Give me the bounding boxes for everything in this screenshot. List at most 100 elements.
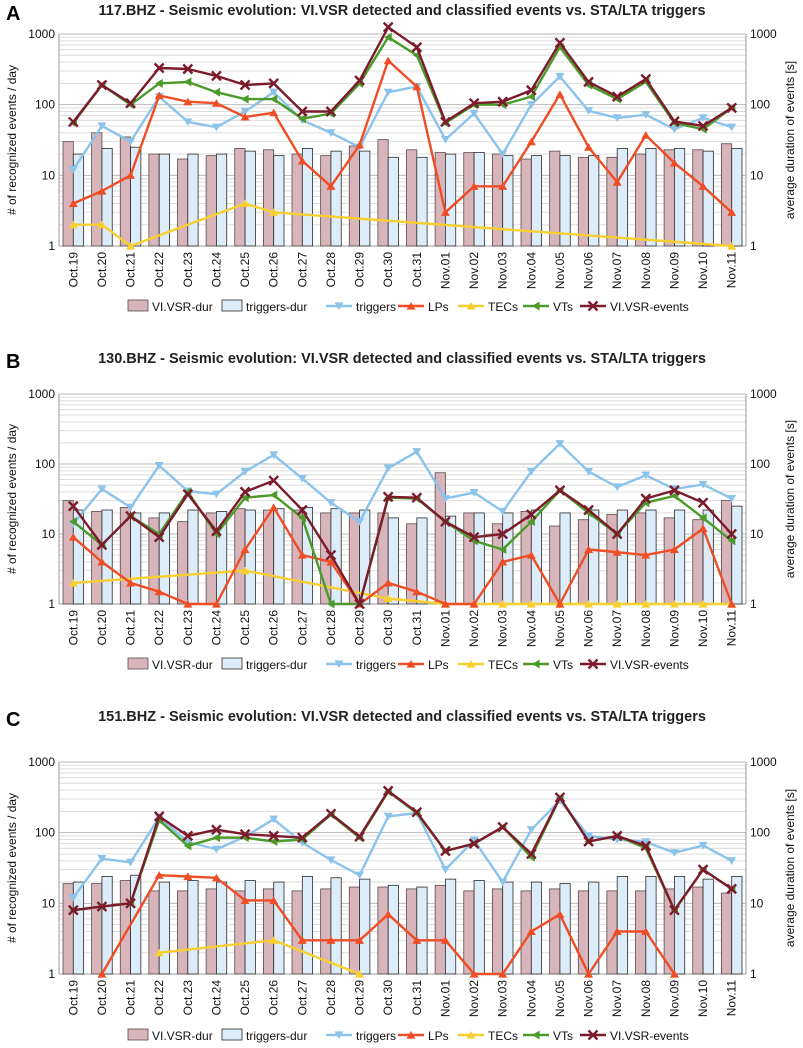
- y-tick-label-left: 100: [35, 98, 55, 112]
- x-tick-label: Oct.26: [267, 980, 281, 1016]
- point-vlvsr-events: [182, 488, 194, 500]
- point-vts: [727, 536, 736, 546]
- bar-triggers-dur: [244, 150, 256, 247]
- bar-vlvsr-dur: [549, 525, 561, 605]
- y-axis-title-right: average duration of events [s]: [783, 789, 797, 947]
- bar-vlvsr-dur: [720, 143, 733, 247]
- point-lps: [355, 140, 365, 149]
- bar-triggers-dur: [588, 155, 600, 247]
- point-triggers: [97, 122, 107, 130]
- x-tick-label: Oct.21: [124, 610, 138, 646]
- bar-triggers-dur: [702, 878, 714, 975]
- point-vlvsr-events: [468, 531, 480, 543]
- legend-label: TECs: [488, 658, 518, 672]
- point-triggers: [498, 150, 508, 159]
- point-tecs: [526, 599, 536, 608]
- point-triggers: [641, 838, 651, 846]
- bar-vlvsr-dur: [463, 152, 475, 247]
- chart-panel-b: B 130.BHZ - Seismic evolution: VI.VSR det…: [5, 351, 797, 672]
- point-lps: [211, 99, 221, 107]
- point-vlvsr-events: [211, 70, 222, 82]
- point-vts: [241, 493, 249, 503]
- point-tecs: [269, 936, 279, 944]
- series-vlvsr-events: [67, 475, 738, 610]
- x-tick-label: Oct.20: [95, 610, 109, 646]
- bar-vlvsr-dur: [520, 158, 532, 247]
- x-tick-label: Nov.01: [438, 980, 452, 1017]
- x-tick-label: Oct.24: [209, 610, 223, 646]
- point-vlvsr-events: [411, 492, 423, 504]
- point-lps: [269, 896, 279, 905]
- bar-vlvsr-dur: [262, 149, 275, 247]
- point-lps: [669, 969, 679, 978]
- point-lps: [440, 936, 450, 944]
- bar-vlvsr-dur: [491, 153, 504, 247]
- point-lps: [669, 158, 679, 167]
- point-vlvsr-events: [296, 504, 308, 516]
- point-lps: [154, 871, 164, 879]
- point-vlvsr-events: [125, 510, 136, 522]
- point-lps: [498, 182, 508, 190]
- point-triggers: [211, 845, 221, 854]
- point-vlvsr-events: [726, 528, 738, 540]
- point-lps: [297, 936, 307, 944]
- y-tick-label-left: 1000: [28, 755, 55, 769]
- point-triggers: [240, 107, 250, 116]
- point-tecs: [68, 220, 78, 229]
- point-lps: [440, 599, 450, 608]
- point-vlvsr-events: [497, 96, 509, 108]
- x-tick-label: Nov.11: [725, 980, 739, 1017]
- bar-vlvsr-dur: [491, 888, 504, 975]
- point-triggers: [612, 114, 622, 122]
- bar-triggers-dur: [588, 881, 600, 975]
- point-triggers: [669, 849, 679, 857]
- point-vlvsr-events: [239, 828, 251, 840]
- point-triggers: [383, 88, 393, 97]
- bar-triggers-dur: [616, 148, 628, 247]
- bar-triggers-dur: [187, 153, 199, 247]
- bar-triggers-dur: [101, 148, 113, 247]
- x-tick-label: Oct.31: [410, 252, 424, 288]
- x-tick-label: Oct.27: [295, 980, 309, 1016]
- x-tick-label: Oct.20: [95, 980, 109, 1016]
- legend-item-tecs: TECs: [458, 658, 518, 672]
- point-vlvsr-events: [96, 901, 108, 912]
- point-vlvsr-events: [411, 41, 423, 53]
- legend-marker: [466, 659, 476, 668]
- y-tick-label-right: 10: [750, 527, 764, 541]
- point-vts: [298, 114, 306, 124]
- point-triggers: [383, 464, 393, 473]
- point-lps: [440, 208, 450, 216]
- point-lps: [584, 969, 594, 978]
- point-lps: [240, 545, 250, 554]
- x-tick-label: Oct.19: [66, 980, 80, 1016]
- legend-item-vlvsr-dur: VI.VSR-dur: [127, 1028, 213, 1043]
- bar-triggers-dur: [216, 153, 228, 247]
- point-vlvsr-events: [640, 73, 652, 85]
- bar-triggers-dur: [187, 509, 199, 605]
- legend-swatch: [221, 299, 243, 312]
- bar-vlvsr-dur: [119, 136, 131, 247]
- bar-vlvsr-dur: [291, 153, 303, 247]
- point-vlvsr-events: [411, 806, 423, 818]
- point-tecs: [240, 199, 250, 208]
- line-vlvsr-events: [72, 26, 733, 128]
- point-vlvsr-events: [354, 831, 365, 842]
- x-tick-label: Oct.28: [324, 252, 338, 288]
- x-tick-label: Nov.01: [438, 252, 452, 289]
- point-vlvsr-events: [354, 598, 365, 610]
- legend: VI.VSR-dur triggers-dur triggers LPs TECs VTs…: [127, 1028, 689, 1043]
- bar-triggers-dur: [216, 511, 228, 605]
- x-tick-label: Nov.04: [524, 980, 538, 1017]
- legend-label: LPs: [428, 1029, 449, 1043]
- legend-marker: [334, 302, 344, 311]
- point-triggers: [97, 854, 107, 863]
- point-vts: [212, 87, 221, 97]
- bar-vlvsr-dur: [692, 886, 704, 975]
- point-lps: [126, 578, 136, 587]
- bar-vlvsr-dur: [434, 884, 446, 975]
- point-lps: [612, 178, 622, 186]
- point-tecs: [355, 969, 365, 978]
- point-lps: [412, 82, 422, 91]
